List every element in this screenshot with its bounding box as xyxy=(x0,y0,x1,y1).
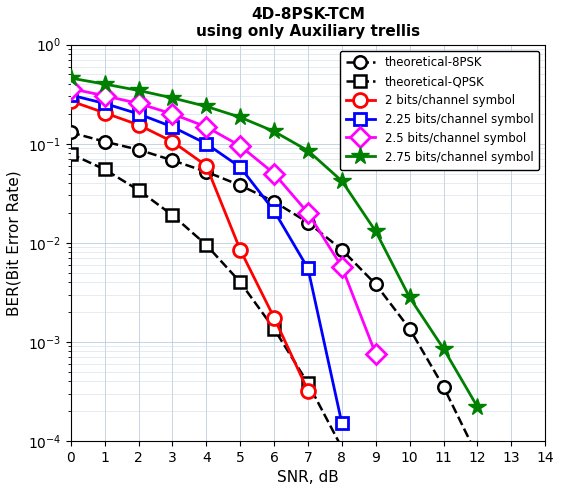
theoretical-8PSK xyxy=(271,199,278,205)
theoretical-8PSK xyxy=(474,453,481,459)
theoretical-QPSK xyxy=(305,380,311,386)
2.5 bits/channel symbol xyxy=(237,143,243,149)
theoretical-QPSK xyxy=(338,445,345,451)
Title: 4D-8PSK-TCM
using only Auxiliary trellis: 4D-8PSK-TCM using only Auxiliary trellis xyxy=(196,7,420,39)
2.25 bits/channel symbol xyxy=(67,92,74,98)
2 bits/channel symbol xyxy=(101,110,108,116)
2 bits/channel symbol xyxy=(271,315,278,321)
2.75 bits/channel symbol xyxy=(101,81,108,87)
2.75 bits/channel symbol xyxy=(237,114,243,120)
2 bits/channel symbol xyxy=(67,98,74,104)
2.75 bits/channel symbol xyxy=(474,404,481,410)
Line: 2.25 bits/channel symbol: 2.25 bits/channel symbol xyxy=(65,89,348,430)
2.75 bits/channel symbol xyxy=(373,228,379,234)
2.5 bits/channel symbol xyxy=(135,100,142,106)
2.25 bits/channel symbol xyxy=(305,266,311,272)
theoretical-8PSK xyxy=(135,147,142,153)
2.5 bits/channel symbol xyxy=(67,86,74,92)
2.5 bits/channel symbol xyxy=(203,124,210,130)
Y-axis label: BER(Bit Error Rate): BER(Bit Error Rate) xyxy=(7,170,22,315)
Line: theoretical-QPSK: theoretical-QPSK xyxy=(65,148,483,492)
theoretical-QPSK xyxy=(237,279,243,285)
2.75 bits/channel symbol xyxy=(338,178,345,184)
theoretical-QPSK xyxy=(67,151,74,157)
2.5 bits/channel symbol xyxy=(271,171,278,177)
theoretical-QPSK xyxy=(169,212,176,218)
2.25 bits/channel symbol xyxy=(271,208,278,214)
2.75 bits/channel symbol xyxy=(440,346,447,352)
2.75 bits/channel symbol xyxy=(406,295,413,301)
Line: 2 bits/channel symbol: 2 bits/channel symbol xyxy=(64,94,315,398)
Legend: theoretical-8PSK, theoretical-QPSK, 2 bits/channel symbol, 2.25 bits/channel sym: theoretical-8PSK, theoretical-QPSK, 2 bi… xyxy=(340,51,539,170)
2.5 bits/channel symbol xyxy=(101,93,108,99)
2 bits/channel symbol xyxy=(203,163,210,169)
2.75 bits/channel symbol xyxy=(135,88,142,93)
Line: 2.75 bits/channel symbol: 2.75 bits/channel symbol xyxy=(62,69,486,416)
theoretical-QPSK xyxy=(271,326,278,332)
2 bits/channel symbol xyxy=(135,122,142,128)
2.25 bits/channel symbol xyxy=(101,100,108,106)
2.25 bits/channel symbol xyxy=(169,124,176,130)
2 bits/channel symbol xyxy=(237,247,243,253)
2.5 bits/channel symbol xyxy=(338,264,345,270)
2 bits/channel symbol xyxy=(305,388,311,394)
2.5 bits/channel symbol xyxy=(373,351,379,357)
theoretical-8PSK xyxy=(305,219,311,225)
theoretical-8PSK xyxy=(169,157,176,163)
theoretical-QPSK xyxy=(135,187,142,193)
2.75 bits/channel symbol xyxy=(271,128,278,134)
2.25 bits/channel symbol xyxy=(203,141,210,147)
theoretical-8PSK xyxy=(203,169,210,175)
2.25 bits/channel symbol xyxy=(338,420,345,426)
2.5 bits/channel symbol xyxy=(305,210,311,216)
theoretical-8PSK xyxy=(101,139,108,145)
2.75 bits/channel symbol xyxy=(305,148,311,154)
Line: theoretical-8PSK: theoretical-8PSK xyxy=(65,126,484,462)
theoretical-8PSK xyxy=(406,326,413,332)
theoretical-8PSK xyxy=(440,384,447,390)
Line: 2.5 bits/channel symbol: 2.5 bits/channel symbol xyxy=(64,82,383,361)
2 bits/channel symbol xyxy=(169,139,176,145)
2.75 bits/channel symbol xyxy=(169,95,176,101)
theoretical-8PSK xyxy=(373,281,379,287)
theoretical-8PSK xyxy=(67,129,74,135)
2.25 bits/channel symbol xyxy=(237,164,243,170)
2.5 bits/channel symbol xyxy=(169,111,176,117)
theoretical-8PSK xyxy=(237,183,243,188)
2.75 bits/channel symbol xyxy=(67,75,74,81)
theoretical-QPSK xyxy=(203,242,210,248)
X-axis label: SNR, dB: SNR, dB xyxy=(277,470,339,485)
theoretical-8PSK xyxy=(338,247,345,253)
2.75 bits/channel symbol xyxy=(203,103,210,109)
theoretical-QPSK xyxy=(101,166,108,172)
2.25 bits/channel symbol xyxy=(135,111,142,117)
